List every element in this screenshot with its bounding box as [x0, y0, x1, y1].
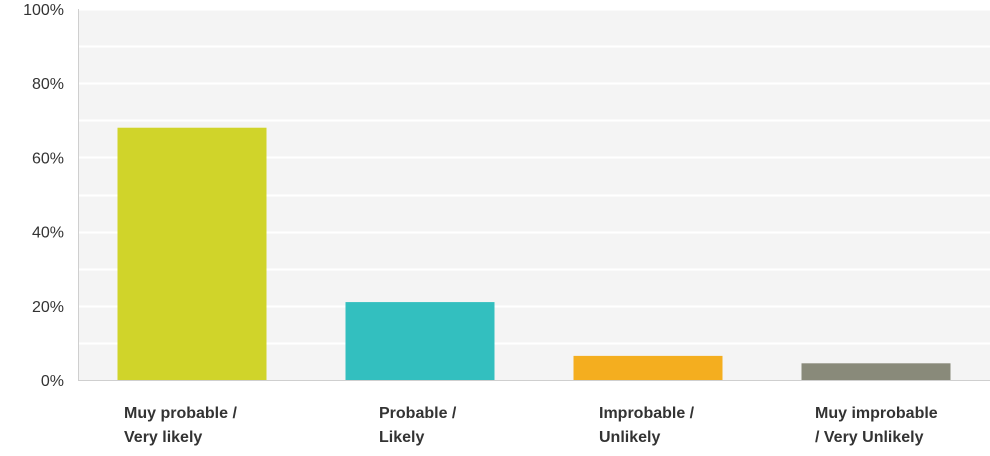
- bar: [573, 355, 723, 380]
- y-tick-label: 60%: [32, 150, 64, 167]
- bar: [801, 363, 951, 380]
- y-tick-label: 80%: [32, 76, 64, 93]
- x-tick-label: Muy improbable / Very Unlikely: [815, 405, 938, 446]
- bar: [345, 302, 495, 380]
- x-tick-label: Probable / Likely: [379, 405, 457, 446]
- x-tick-label: Improbable / Unlikely: [599, 405, 695, 446]
- y-tick-label: 40%: [32, 225, 64, 242]
- x-tick-label: Muy probable / Very likely: [124, 405, 237, 446]
- bars: [117, 127, 951, 380]
- y-tick-label: 100%: [23, 2, 64, 19]
- y-axis: 0% 20% 40% 60% 80% 100%: [23, 2, 990, 390]
- bar: [117, 127, 267, 380]
- y-tick-label: 20%: [32, 299, 64, 316]
- y-tick-label: 0%: [41, 373, 64, 390]
